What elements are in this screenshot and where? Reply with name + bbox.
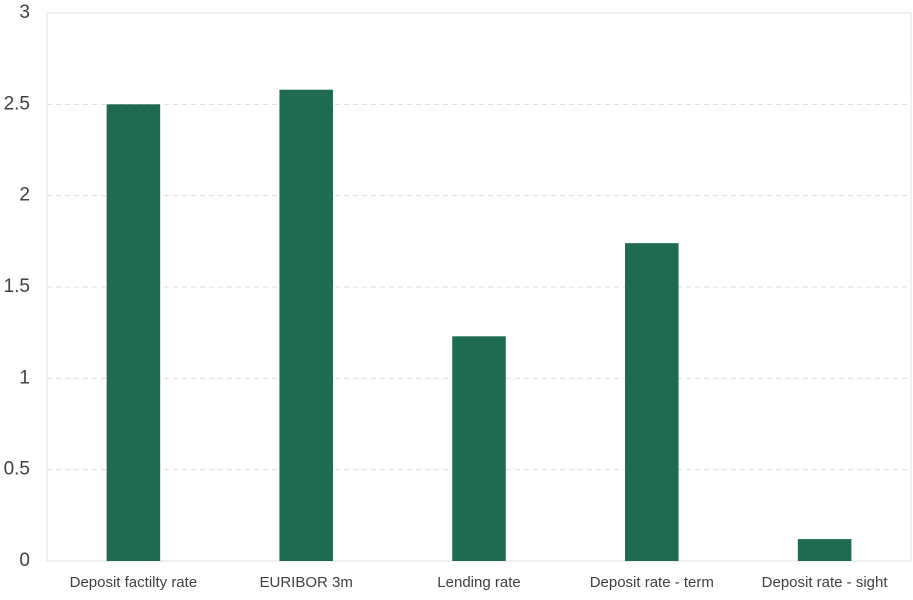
bar bbox=[279, 89, 333, 561]
bar bbox=[452, 336, 506, 561]
y-tick-label: 0 bbox=[19, 550, 30, 571]
bar bbox=[106, 104, 161, 561]
y-tick-label: 2 bbox=[19, 185, 30, 206]
bar bbox=[625, 243, 679, 561]
y-tick-label: 1.5 bbox=[4, 276, 30, 297]
x-tick-label: EURIBOR 3m bbox=[260, 574, 353, 591]
x-tick-label: Deposit factilty rate bbox=[70, 574, 198, 591]
y-tick-label: 1 bbox=[19, 367, 30, 388]
bar bbox=[797, 539, 852, 561]
y-tick-label: 3 bbox=[19, 2, 30, 23]
x-tick-label: Lending rate bbox=[437, 574, 520, 591]
y-tick-label: 2.5 bbox=[4, 93, 30, 114]
x-tick-label: Deposit rate - sight bbox=[762, 574, 889, 591]
y-tick-label: 0.5 bbox=[4, 459, 30, 480]
x-tick-label: Deposit rate - term bbox=[590, 574, 714, 591]
